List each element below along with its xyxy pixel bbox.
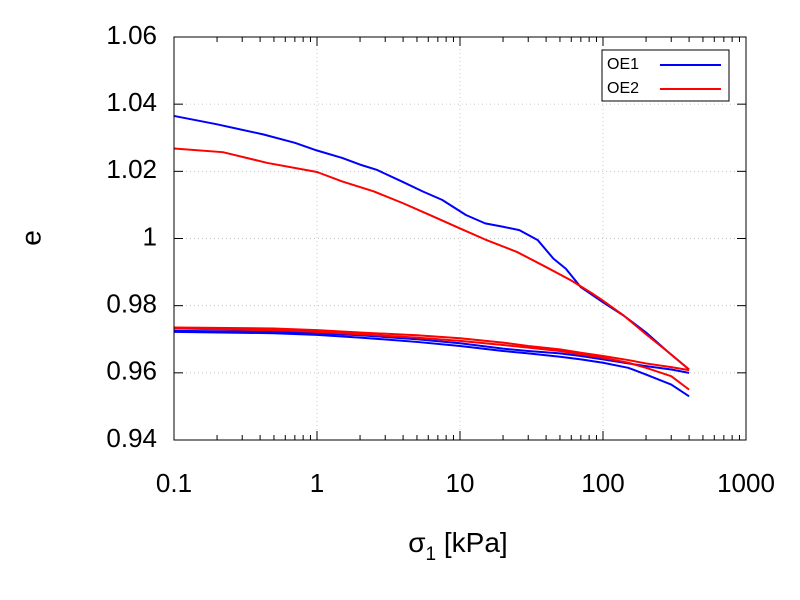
series-line-oe2 [173,326,690,372]
y-tick-label: 1.04 [106,87,157,117]
x-axis-label-unit: [kPa] [436,527,508,558]
series-layer [173,114,690,398]
y-tick-label: 0.98 [106,289,157,319]
series-line-oe1 [173,114,690,371]
x-tick-label: 10 [446,468,475,498]
legend-label-oe2: OE2 [607,80,639,97]
x-axis-label: σ1 [kPa] [408,527,507,565]
x-axis-label-subscript: 1 [426,544,437,565]
y-tick-labels: 0.94 0.96 0.98 1 1.02 1.04 1.06 [106,20,157,453]
x-tick-label: 0.1 [156,468,192,498]
series-line-oe2 [173,147,690,371]
series-line-oe1 [173,330,690,398]
y-tick-label: 1.02 [106,154,157,184]
x-tick-labels: 0.1 1 10 100 1000 [156,468,775,498]
y-tick-label: 1 [143,221,157,251]
legend-box [601,49,730,102]
x-axis-label-main: σ [408,527,425,558]
legend-label-oe1: OE1 [607,56,639,73]
series-line-oe2 [173,327,690,391]
x-tick-label: 1000 [717,468,775,498]
y-tick-label: 0.96 [106,356,157,386]
ticks [173,36,747,441]
y-axis-label: e [15,230,46,246]
series-oe2 [173,147,690,391]
x-tick-label: 100 [581,468,624,498]
y-tick-label: 0.94 [106,423,157,453]
y-tick-label: 1.06 [106,20,157,50]
x-tick-label: 1 [310,468,324,498]
